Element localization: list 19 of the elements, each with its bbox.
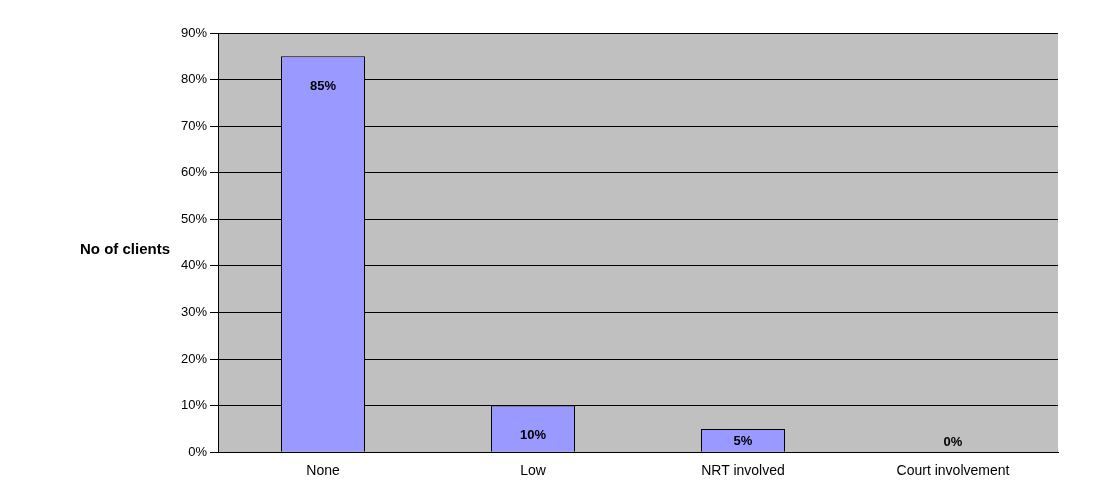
y-tick-label: 80% bbox=[180, 71, 208, 87]
y-tick-label: 90% bbox=[180, 24, 208, 40]
y-tick-label: 70% bbox=[180, 117, 208, 133]
data-label: 10% bbox=[520, 427, 547, 443]
x-tick-label: Court involvement bbox=[896, 462, 1010, 479]
y-tick-label: 40% bbox=[180, 257, 208, 273]
data-label: 0% bbox=[943, 433, 963, 449]
y-tick-label: 60% bbox=[180, 164, 208, 180]
data-label: 85% bbox=[310, 77, 337, 93]
x-tick-label: None bbox=[306, 462, 340, 479]
y-axis-title: No of clients bbox=[79, 239, 171, 257]
y-tick-label: 30% bbox=[180, 304, 208, 320]
data-label: 5% bbox=[733, 433, 753, 449]
x-tick-label: NRT involved bbox=[701, 462, 785, 479]
y-tick-label: 20% bbox=[180, 350, 208, 366]
y-tick-label: 0% bbox=[188, 443, 208, 459]
x-tick-label: Low bbox=[520, 462, 547, 479]
y-tick-label: 10% bbox=[180, 397, 208, 413]
y-tick-label: 50% bbox=[180, 210, 208, 226]
